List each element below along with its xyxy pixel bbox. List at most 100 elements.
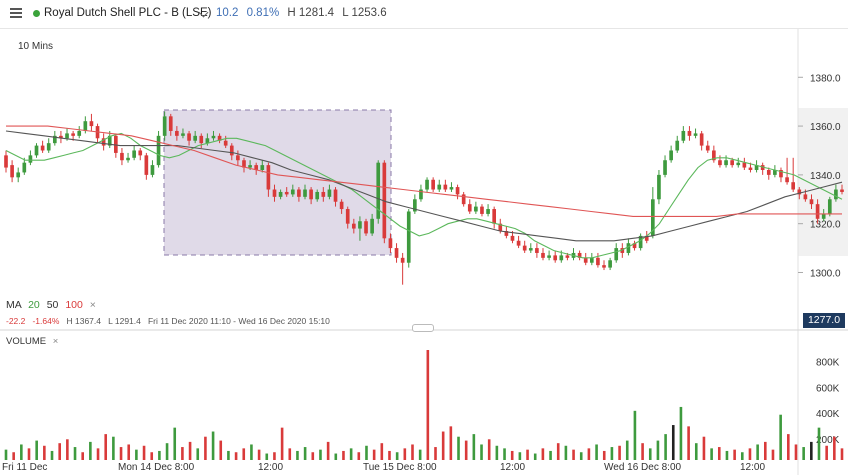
change-percent: 0.81% — [246, 7, 280, 19]
volume-bar — [740, 452, 744, 460]
candle-body — [626, 243, 631, 253]
candle-body — [675, 140, 680, 151]
ma-label: MA — [6, 299, 22, 311]
volume-bar — [311, 452, 315, 460]
y-tick-label: 1300.0 — [810, 268, 841, 279]
candle-body — [290, 189, 295, 195]
volume-bar — [165, 443, 169, 460]
remove-volume-icon[interactable]: × — [52, 336, 59, 347]
candle-body — [663, 160, 667, 175]
x-axis-label: Tue 15 Dec 8:00 — [363, 462, 437, 473]
candle-body — [77, 130, 82, 136]
candle-body — [168, 116, 173, 131]
candle-body — [827, 199, 832, 214]
candle-body — [425, 179, 429, 190]
volume-bar — [733, 449, 736, 460]
candle-body — [370, 218, 374, 234]
candle-body — [229, 145, 234, 156]
range-info: -22.2 -1.64% H 1367.4 L 1291.4 Fri 11 De… — [6, 316, 330, 326]
range-change: -22.2 — [6, 316, 26, 326]
volume-bar — [58, 443, 61, 460]
candle-body — [834, 189, 838, 200]
candle-body — [547, 255, 551, 258]
candle-body — [339, 201, 344, 210]
instrument-title[interactable]: Royal Dutch Shell PLC - B (LSE) — [44, 7, 212, 19]
ma-50-label[interactable]: 50 — [46, 299, 59, 311]
candle-body — [620, 248, 625, 253]
candle-body — [541, 252, 545, 258]
volume-bar — [234, 452, 238, 460]
candle-body — [297, 189, 301, 197]
volume-bar — [434, 447, 437, 460]
volume-bar — [4, 449, 8, 460]
candle-body — [602, 265, 606, 268]
candle-body — [156, 135, 161, 166]
volume-bar — [533, 453, 537, 460]
volume-bar — [411, 444, 414, 460]
market-status-icon — [33, 10, 40, 17]
volume-bar — [487, 439, 491, 460]
candle-body — [718, 160, 722, 166]
candle-body — [34, 145, 39, 156]
candle-body — [199, 135, 204, 144]
candle-body — [40, 145, 45, 151]
chart-header: Royal Dutch Shell PLC - B (LSE) 10.2 0.8… — [0, 0, 848, 29]
volume-bar — [441, 431, 445, 460]
candle-body — [406, 211, 411, 263]
candle-body — [638, 235, 643, 249]
volume-legend: VOLUME × — [6, 336, 58, 347]
candle-body — [705, 145, 710, 151]
candle-body — [766, 170, 771, 175]
candle-body — [437, 184, 442, 190]
candle-body — [162, 116, 167, 136]
volume-bar — [756, 444, 759, 460]
candle-body — [504, 231, 509, 236]
candle-body — [254, 165, 259, 170]
candle-body — [321, 191, 326, 197]
volume-bar — [556, 443, 560, 460]
volume-bar — [219, 440, 223, 460]
candle-body — [467, 204, 472, 212]
ma-20-label[interactable]: 20 — [28, 299, 40, 311]
candle-body — [724, 160, 728, 166]
ma-100-line — [6, 125, 842, 217]
volume-bar — [181, 447, 184, 460]
low-value: L 1253.6 — [342, 7, 387, 19]
candle-body — [150, 165, 155, 175]
candle-body — [120, 152, 124, 161]
pane-resize-handle[interactable] — [412, 324, 434, 332]
candle-body — [528, 248, 533, 251]
candle-body — [107, 135, 112, 146]
interval-label[interactable]: 10 Mins — [18, 41, 54, 52]
candle-body — [803, 194, 808, 200]
volume-bar — [472, 434, 476, 460]
ma-100-label[interactable]: 100 — [65, 299, 83, 311]
remove-ma-icon[interactable]: × — [89, 299, 96, 311]
volume-bar — [188, 441, 192, 460]
candle-body — [736, 162, 741, 166]
volume-bar — [43, 445, 46, 460]
volume-bar — [779, 414, 782, 460]
candle-body — [175, 130, 179, 136]
volume-bar — [334, 453, 338, 460]
volume-bar — [326, 441, 330, 460]
candle-body — [699, 133, 704, 146]
volume-bar — [342, 450, 345, 460]
volume-bar — [518, 452, 522, 460]
candle-body — [333, 189, 338, 202]
candle-body — [278, 191, 283, 197]
candle-body — [193, 135, 197, 141]
candle-body — [345, 209, 350, 224]
range-high: H 1367.4 — [66, 316, 102, 326]
volume-bar — [464, 440, 468, 460]
x-axis-label: 12:00 — [740, 462, 765, 473]
volume-bar — [119, 447, 123, 460]
volume-bar — [12, 452, 15, 460]
hamburger-menu-icon[interactable] — [10, 8, 22, 18]
volume-bar — [104, 434, 108, 460]
volume-bar — [395, 452, 399, 460]
y-axis-highlight — [798, 108, 848, 256]
candle-body — [138, 150, 143, 156]
volume-bar — [196, 448, 200, 460]
